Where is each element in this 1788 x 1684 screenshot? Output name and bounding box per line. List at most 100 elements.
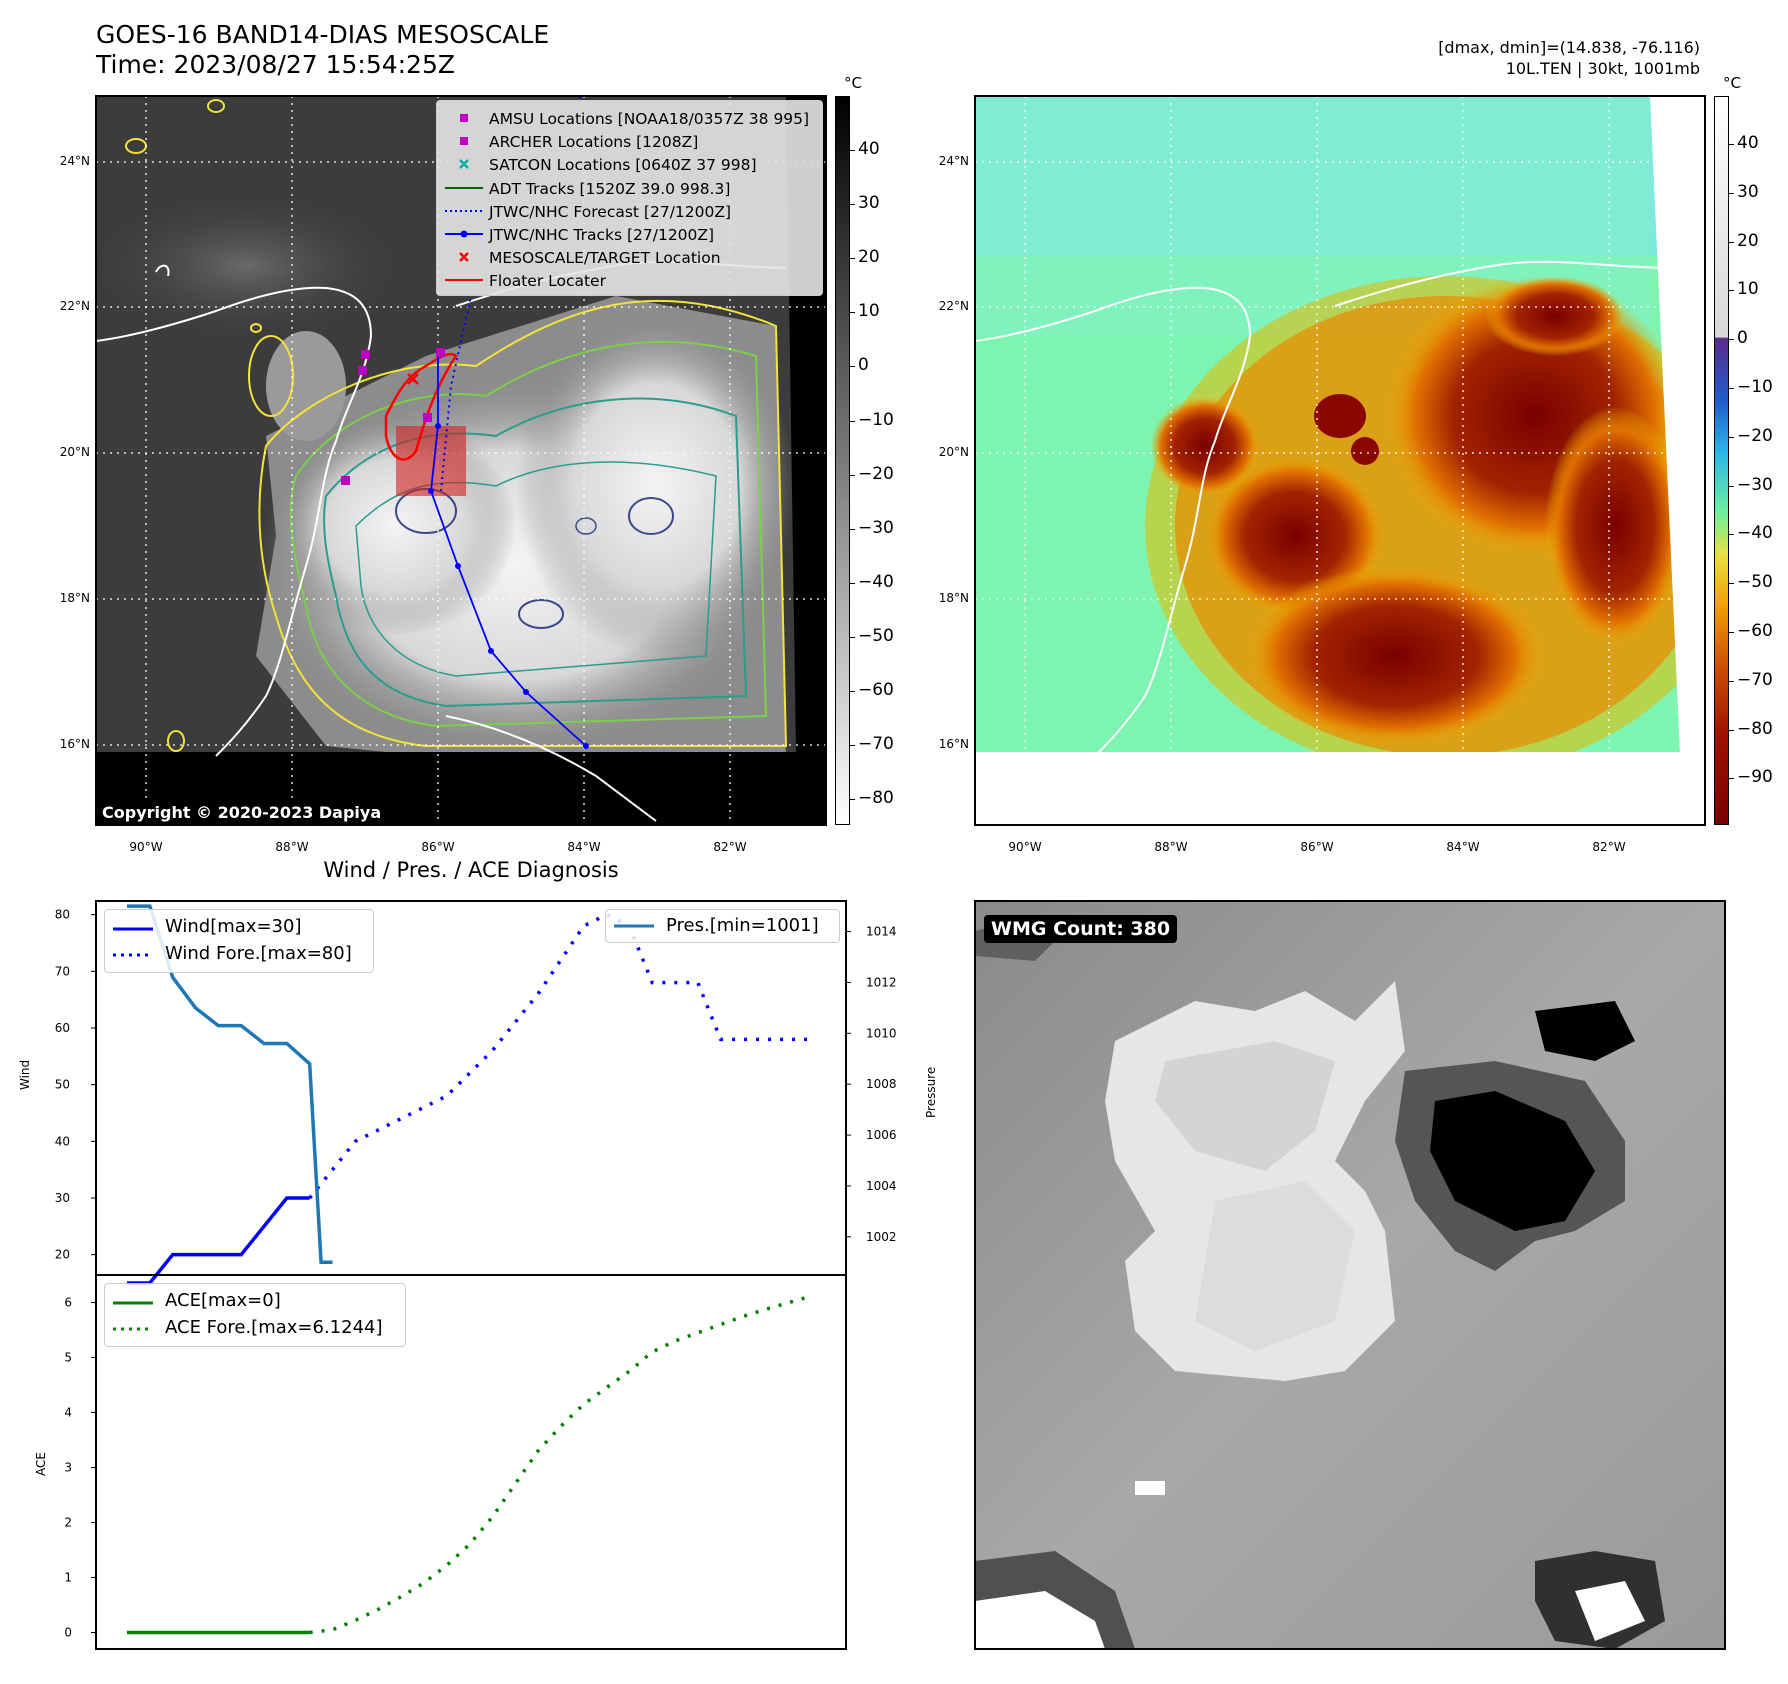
pressure-ylabel: Pressure bbox=[924, 1066, 938, 1118]
pres-ytick-label: 1014 bbox=[866, 925, 897, 939]
colorbar-tick-label: −60 bbox=[1737, 621, 1773, 641]
colorbar-tick-mark bbox=[850, 312, 855, 314]
ace-ylabel: ACE bbox=[34, 1452, 48, 1476]
lat-tick-label: 22°N bbox=[59, 299, 90, 313]
lon-tick-label: 88°W bbox=[1154, 840, 1188, 854]
map-legend-entry: ADT Tracks [1520Z 39.0 998.3] bbox=[437, 179, 822, 201]
colorbar-tick-label: −30 bbox=[1737, 474, 1773, 495]
colorbar-tick-mark bbox=[1729, 436, 1734, 438]
colorbar-tick-mark bbox=[850, 528, 855, 530]
colorbar-tick-mark bbox=[850, 745, 855, 747]
colorbar-tick-label: −40 bbox=[858, 571, 894, 592]
colorbar-tick-label: −20 bbox=[1737, 425, 1773, 446]
pres-ytick-label: 1010 bbox=[866, 1026, 897, 1040]
map-legend-entry: Floater Locater bbox=[437, 271, 822, 293]
ace-ytick-label: 5 bbox=[64, 1351, 72, 1365]
colorbar-tick-mark bbox=[1729, 583, 1734, 585]
colorbar-tick-label: 30 bbox=[1737, 181, 1759, 202]
lon-tick-label: 82°W bbox=[1592, 840, 1626, 854]
lon-tick-label: 86°W bbox=[1300, 840, 1334, 854]
map-legend-marker bbox=[460, 114, 468, 122]
colorbar-tick-mark bbox=[850, 799, 855, 801]
color-ir-map bbox=[975, 96, 1705, 825]
colorbar-tick-label: −50 bbox=[858, 625, 894, 646]
ace-legend-label: ACE[max=0] bbox=[165, 1290, 281, 1311]
map-legend-marker bbox=[459, 159, 469, 170]
ace-fore-legend-label: ACE Fore.[max=6.1244] bbox=[165, 1317, 383, 1338]
ace-plot: 0 1 2 3 4 5 6 bbox=[64, 1294, 813, 1640]
figure-title: GOES-16 BAND14-DIAS MESOSCALE bbox=[96, 20, 550, 49]
lat-tick-label: 18°N bbox=[938, 591, 969, 605]
colorbar-tick-label: 10 bbox=[1737, 279, 1759, 300]
colorbar-tick-mark bbox=[850, 474, 855, 476]
dmax-dmin-label: [dmax, dmin]=(14.838, -76.116) bbox=[1438, 38, 1700, 57]
colorbar-tick-label: 20 bbox=[858, 247, 880, 268]
map-legend-label: AMSU Locations [NOAA18/0357Z 38 995] bbox=[489, 110, 810, 128]
colorbar-tick-mark bbox=[850, 204, 855, 206]
colorbar-tick-mark bbox=[1729, 632, 1734, 633]
copyright-label: Copyright © 2020-2023 Dapiya bbox=[96, 801, 388, 825]
lon-tick-label: 82°W bbox=[713, 840, 747, 854]
ace-plot-frame bbox=[95, 1274, 847, 1650]
map-legend-label: JTWC/NHC Forecast [27/1200Z] bbox=[489, 202, 732, 221]
map-legend-marker bbox=[445, 186, 483, 189]
map-legend-entry: ARCHER Locations [1208Z] bbox=[437, 132, 822, 154]
wmg-panel: WMG Count: 380 bbox=[975, 901, 1725, 1649]
series-Wind Fore.[max=80] bbox=[308, 912, 812, 1200]
ace-ytick-label: 2 bbox=[64, 1516, 72, 1530]
pres-ytick-label: 1008 bbox=[866, 1077, 897, 1091]
map-legend-marker bbox=[460, 137, 468, 146]
wmg-count-label: WMG Count: 380 bbox=[984, 915, 1178, 943]
colorbar-tick-mark bbox=[850, 582, 855, 584]
wind-ytick-label: 30 bbox=[55, 1191, 70, 1205]
wind-legend-label: Wind[max=30] bbox=[165, 916, 302, 937]
colorbar-tick-label: −80 bbox=[858, 788, 894, 809]
map-legend-marker bbox=[445, 209, 483, 212]
colorbar-tick-mark bbox=[1729, 339, 1734, 341]
lat-tick-label: 24°N bbox=[59, 154, 90, 168]
lat-tick-label: 20°N bbox=[938, 445, 969, 459]
contour-label-64: 64 bbox=[468, 500, 486, 516]
map-legend-entry: JTWC/NHC Forecast [27/1200Z] bbox=[437, 202, 822, 224]
map-legend: AMSU Locations [NOAA18/0357Z 38 995] ARCH… bbox=[436, 100, 823, 296]
colorbar-tick-mark bbox=[1729, 680, 1734, 682]
lon-tick-label: 90°W bbox=[1008, 840, 1042, 854]
colorbar-tick-label: −40 bbox=[1737, 523, 1773, 544]
pres-ytick-label: 1002 bbox=[866, 1230, 897, 1244]
colorbar-tick-label: −30 bbox=[858, 517, 894, 538]
colorbar-tick-mark bbox=[1729, 388, 1734, 389]
lat-tick-label: 16°N bbox=[938, 737, 969, 751]
map-legend-label: ADT Tracks [1520Z 39.0 998.3] bbox=[489, 179, 731, 198]
colorbar-tick-mark bbox=[850, 366, 855, 368]
colorbar-tick-label: −60 bbox=[858, 680, 894, 700]
colorbar-tick-label: 30 bbox=[858, 193, 880, 214]
map-legend-marker bbox=[445, 279, 483, 282]
ace-ytick-label: 0 bbox=[64, 1626, 72, 1640]
ace-legend: ACE[max=0] ACE Fore.[max=6.1244] bbox=[104, 1283, 406, 1347]
map-legend-label: JTWC/NHC Tracks [27/1200Z] bbox=[489, 226, 715, 244]
colorbar-tick-label: 0 bbox=[1737, 328, 1748, 349]
map-legend-entry: MESOSCALE/TARGET Location bbox=[437, 248, 822, 270]
wind-ytick-label: 20 bbox=[55, 1248, 70, 1262]
ace-ytick-label: 6 bbox=[64, 1296, 72, 1310]
lon-tick-label: 84°W bbox=[1446, 840, 1480, 854]
ace-ytick-label: 1 bbox=[64, 1571, 72, 1585]
wind-fore-legend-label: Wind Fore.[max=80] bbox=[165, 943, 352, 964]
wmg-imagery bbox=[975, 901, 1725, 1649]
colorbar-tick-mark bbox=[850, 420, 855, 422]
wind-legend: Wind[max=30] Wind Fore.[max=80] bbox=[104, 909, 374, 973]
colorbar-tick-label: −90 bbox=[1737, 767, 1773, 788]
colorbar-tick-label: −10 bbox=[1737, 377, 1773, 397]
wind-ytick-label: 40 bbox=[55, 1134, 70, 1148]
pressure-legend: Pres.[min=1001] bbox=[605, 909, 840, 943]
colorbar-tick-mark bbox=[1729, 144, 1734, 145]
colorbar-tick-label: −50 bbox=[1737, 572, 1773, 593]
map-frame-left bbox=[95, 95, 827, 826]
colorbar-tick-label: −80 bbox=[1737, 718, 1773, 739]
colorbar-tick-mark bbox=[850, 636, 855, 638]
colorbar-tick-label: −10 bbox=[858, 409, 894, 430]
colorbar-grayscale bbox=[835, 96, 850, 825]
lat-tick-label: 18°N bbox=[59, 591, 90, 605]
colorbar-tick-mark bbox=[1729, 192, 1734, 194]
